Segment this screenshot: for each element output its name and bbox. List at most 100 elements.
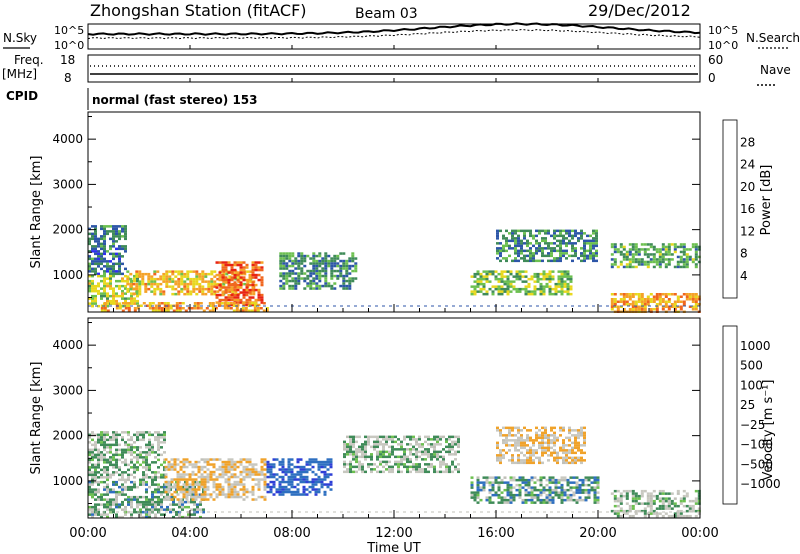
echo-cell bbox=[180, 270, 184, 273]
echo-cell bbox=[97, 448, 100, 452]
echo-cell bbox=[103, 265, 106, 268]
echo-cell bbox=[221, 291, 225, 294]
echo-cell bbox=[230, 266, 234, 269]
echo-cell bbox=[673, 250, 677, 254]
echo-cell bbox=[118, 237, 121, 241]
echo-cell bbox=[473, 498, 477, 502]
echo-cell bbox=[625, 502, 629, 505]
echo-cell bbox=[610, 265, 614, 269]
echo-cell bbox=[445, 470, 448, 474]
echo-cell bbox=[94, 448, 97, 452]
echo-cell bbox=[661, 245, 665, 249]
echo-cell bbox=[100, 451, 103, 454]
echo-cell bbox=[346, 435, 349, 439]
echo-cell bbox=[535, 431, 538, 435]
echo-cell bbox=[163, 441, 166, 444]
echo-cell bbox=[254, 468, 258, 471]
echo-cell bbox=[103, 284, 106, 288]
echo-cell bbox=[569, 285, 573, 288]
echo-cell bbox=[679, 502, 683, 505]
echo-cell bbox=[637, 509, 641, 513]
echo-cell bbox=[103, 257, 106, 261]
echo-cell bbox=[530, 501, 534, 504]
echo-cell bbox=[164, 475, 168, 479]
echo-cell bbox=[124, 235, 127, 238]
echo-cell bbox=[532, 252, 535, 255]
echo-cell bbox=[97, 250, 100, 253]
echo-cell bbox=[150, 277, 154, 281]
echo-cell bbox=[230, 286, 234, 289]
echo-cell bbox=[554, 486, 558, 489]
echo-cell bbox=[190, 513, 193, 516]
echo-cell bbox=[130, 446, 133, 449]
echo-cell bbox=[156, 270, 160, 273]
echo-cell bbox=[91, 270, 94, 273]
echo-cell bbox=[233, 263, 237, 267]
echo-cell bbox=[153, 270, 157, 273]
echo-cell bbox=[554, 481, 558, 484]
echo-cell bbox=[106, 468, 109, 472]
echo-cell bbox=[130, 495, 133, 499]
echo-cell bbox=[157, 433, 160, 437]
echo-cell bbox=[497, 272, 501, 276]
echo-cell bbox=[184, 505, 187, 509]
echo-cell bbox=[196, 508, 199, 511]
echo-cell bbox=[160, 441, 163, 444]
echo-cell bbox=[345, 262, 349, 265]
echo-cell bbox=[285, 264, 289, 268]
echo-cell bbox=[349, 445, 352, 449]
echo-cell bbox=[182, 495, 186, 499]
echo-cell bbox=[291, 287, 295, 290]
echo-cell bbox=[538, 434, 541, 437]
echo-cell bbox=[229, 307, 233, 310]
echo-cell bbox=[560, 270, 564, 273]
echo-cell bbox=[412, 453, 415, 456]
echo-cell bbox=[136, 461, 139, 464]
echo-cell bbox=[529, 249, 532, 253]
echo-cell bbox=[236, 460, 240, 464]
echo-cell bbox=[542, 292, 546, 296]
echo-cell bbox=[574, 451, 577, 455]
echo-cell bbox=[661, 305, 665, 308]
echo-cell bbox=[135, 270, 139, 273]
echo-cell bbox=[198, 272, 202, 276]
echo-cell bbox=[382, 450, 385, 454]
echo-cell bbox=[496, 242, 499, 245]
echo-cell bbox=[361, 465, 364, 469]
echo-cell bbox=[400, 470, 403, 474]
echo-cell bbox=[634, 303, 638, 306]
echo-cell bbox=[333, 264, 337, 268]
echo-cell bbox=[269, 470, 273, 474]
echo-cell bbox=[136, 495, 139, 499]
echo-cell bbox=[182, 458, 186, 461]
echo-cell bbox=[160, 500, 163, 504]
echo-cell bbox=[364, 448, 367, 451]
echo-cell bbox=[376, 458, 379, 461]
echo-cell bbox=[508, 247, 511, 250]
echo-cell bbox=[569, 488, 573, 492]
echo-cell bbox=[488, 476, 492, 479]
echo-cell bbox=[245, 475, 249, 479]
echo-cell bbox=[233, 276, 237, 279]
echo-cell bbox=[473, 272, 477, 276]
echo-cell bbox=[575, 501, 579, 504]
echo-cell bbox=[145, 480, 148, 484]
echo-cell bbox=[400, 443, 403, 446]
echo-cell bbox=[539, 287, 543, 291]
echo-cell bbox=[515, 478, 519, 482]
echo-cell bbox=[133, 476, 136, 479]
echo-cell bbox=[91, 274, 94, 278]
echo-cell bbox=[230, 465, 234, 469]
echo-cell bbox=[667, 492, 671, 495]
echo-cell bbox=[312, 254, 316, 258]
echo-cell bbox=[293, 473, 297, 476]
echo-cell bbox=[382, 470, 385, 474]
echo-cell bbox=[637, 305, 641, 308]
echo-cell bbox=[616, 497, 620, 500]
echo-cell bbox=[227, 493, 231, 496]
echo-cell bbox=[550, 441, 553, 445]
echo-cell bbox=[445, 465, 448, 469]
echo-cell bbox=[553, 237, 556, 240]
